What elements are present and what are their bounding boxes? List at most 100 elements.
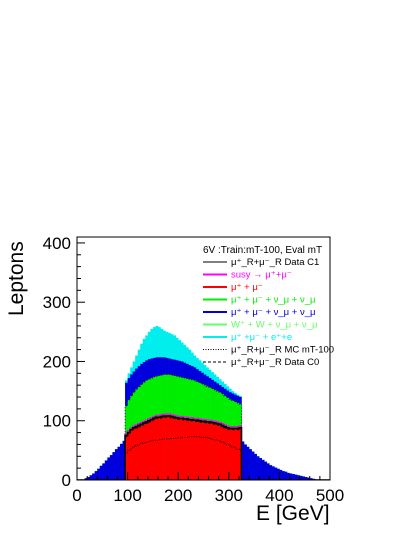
- bar-0-35: [165, 415, 169, 480]
- bar-2-85: [292, 474, 295, 480]
- bar-0-57: [221, 425, 225, 480]
- x-tick-label-300: 300: [215, 486, 243, 505]
- bar-0-37: [170, 416, 174, 480]
- bar-0-23: [135, 426, 139, 480]
- bar-2-71: [256, 456, 260, 480]
- bar-2-81: [281, 471, 285, 480]
- bar-2-15: [114, 449, 118, 480]
- bar-2-17: [120, 443, 123, 480]
- bar-0-44: [188, 419, 192, 480]
- bar-2-7: [94, 471, 98, 480]
- series-line-data-c0: [77, 416, 330, 480]
- legend-label-7: μ⁺_R+μ⁻_R MC mT-100: [231, 345, 334, 356]
- bar-0-27: [145, 421, 149, 480]
- bar-0-22: [132, 427, 136, 480]
- bar-2-13: [109, 455, 113, 480]
- legend-label-5: W⁺ + W + ν_μ + ν_μ: [231, 320, 317, 331]
- bar-0-53: [211, 422, 214, 480]
- bar-0-41: [180, 418, 184, 480]
- bar-2-8: [97, 468, 101, 480]
- bar-0-56: [218, 424, 222, 480]
- bar-2-4: [87, 477, 90, 480]
- y-axis-label-text: Leptons: [5, 241, 28, 316]
- bar-0-63: [236, 428, 240, 480]
- series-line-susy: [77, 413, 330, 480]
- y-tick-label-0: 0: [62, 471, 71, 490]
- bar-0-51: [206, 421, 209, 480]
- bar-2-75: [266, 463, 270, 480]
- bar-0-43: [185, 418, 189, 480]
- legend-title: 6V :Train:mT-100, Eval mT: [203, 245, 322, 256]
- bar-0-32: [157, 417, 161, 480]
- bar-0-62: [233, 428, 237, 480]
- bar-2-66: [243, 444, 247, 480]
- bar-0-21: [130, 429, 133, 480]
- bar-2-9: [99, 465, 103, 480]
- bar-0-59: [226, 427, 230, 480]
- bar-0-49: [200, 421, 204, 480]
- x-tick-label-200: 200: [164, 486, 192, 505]
- x-tick-label-0: 0: [72, 486, 81, 505]
- y-tick-label-400: 400: [43, 234, 71, 253]
- bar-2-70: [254, 453, 257, 480]
- bar-0-31: [155, 417, 159, 480]
- bar-0-60: [228, 428, 232, 480]
- bar-0-25: [140, 424, 144, 480]
- legend-label-2: μ⁺ + μ⁻: [231, 282, 263, 293]
- bar-0-50: [203, 421, 207, 480]
- legend-label-3: μ⁺ + μ⁻ + ν_μ + ν_μ: [231, 295, 315, 306]
- x-tick-label-400: 400: [265, 486, 293, 505]
- bar-0-48: [198, 420, 202, 480]
- x-tick-label-500: 500: [316, 486, 344, 505]
- bar-0-42: [183, 418, 187, 480]
- bar-2-16: [117, 446, 121, 480]
- bar-0-29: [150, 419, 154, 480]
- bar-2-68: [249, 449, 252, 480]
- legend-label-6: μ⁺ +μ⁻ + e⁺+e: [231, 332, 292, 343]
- bar-2-67: [246, 446, 250, 480]
- legend-label-0: μ⁺_R+μ⁻_R Data C1: [231, 257, 319, 268]
- y-tick-label-200: 200: [43, 352, 71, 371]
- bar-0-46: [193, 420, 197, 480]
- bar-0-28: [147, 420, 151, 480]
- bar-0-54: [213, 423, 217, 480]
- bar-2-69: [251, 451, 255, 480]
- x-tick-label-100: 100: [113, 486, 141, 505]
- bar-0-30: [152, 418, 156, 480]
- bar-2-79: [276, 468, 280, 480]
- bar-2-82: [284, 471, 288, 480]
- bar-0-64: [238, 427, 242, 480]
- bar-0-24: [137, 425, 141, 480]
- bar-0-38: [173, 417, 176, 480]
- bar-2-76: [269, 465, 273, 480]
- bar-0-47: [195, 420, 199, 480]
- bar-0-39: [175, 417, 179, 480]
- bar-2-90: [304, 477, 308, 480]
- bar-2-12: [107, 457, 111, 480]
- bar-2-11: [104, 460, 108, 480]
- bar-0-34: [163, 415, 166, 480]
- bar-0-52: [208, 421, 212, 480]
- bar-0-20: [127, 432, 131, 480]
- bar-0-36: [168, 415, 171, 480]
- bar-2-88: [299, 475, 303, 480]
- bar-0-55: [216, 423, 219, 480]
- bar-2-10: [102, 463, 106, 480]
- bar-0-26: [142, 423, 146, 480]
- bar-2-3: [84, 478, 88, 480]
- bar-2-5: [89, 475, 93, 480]
- bar-2-18: [122, 440, 126, 480]
- y-tick-label-100: 100: [43, 412, 71, 431]
- bar-2-86: [294, 474, 298, 480]
- bar-2-65: [241, 441, 245, 480]
- bar-0-33: [160, 416, 164, 480]
- bar-0-61: [231, 428, 235, 480]
- bar-0-58: [223, 426, 227, 480]
- bar-2-83: [286, 472, 290, 480]
- bar-2-73: [261, 459, 265, 480]
- x-axis-label: E [GeV]: [256, 502, 330, 525]
- bar-2-87: [297, 475, 300, 480]
- bar-2-14: [112, 452, 116, 480]
- bar-2-72: [259, 458, 262, 480]
